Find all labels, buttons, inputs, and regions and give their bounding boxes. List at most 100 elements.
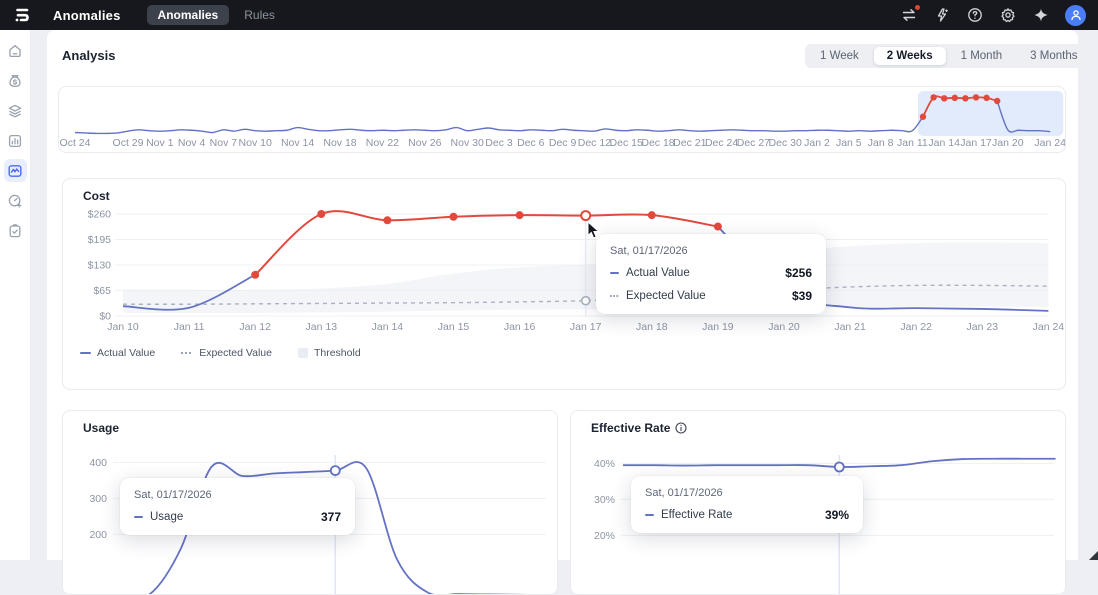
analysis-title: Analysis xyxy=(62,48,115,63)
sidebar-item-home[interactable] xyxy=(4,39,27,62)
dashed-line-swatch xyxy=(181,352,193,354)
cost-y-tick: $65 xyxy=(93,285,111,297)
sidebar-item-costs[interactable] xyxy=(4,69,27,92)
overview-x-label: Dec 18 xyxy=(641,137,674,149)
tooltip-row-actual: Actual Value $256 xyxy=(610,266,812,280)
usage-svg-y-tick: 400 xyxy=(89,457,107,469)
main-panel: Analysis 1 Week 2 Weeks 1 Month 3 Months… xyxy=(47,30,1078,560)
overview-x-label: Dec 3 xyxy=(485,137,513,149)
cost-y-tick: $130 xyxy=(88,260,112,272)
sidebar-item-reports[interactable] xyxy=(4,129,27,152)
range-1-month[interactable]: 1 Month xyxy=(948,47,1016,65)
rate-svg-y-tick: 20% xyxy=(594,530,615,542)
effective-rate-chart-card[interactable]: Effective Rate 40%30%20% Sat, 01/17/2026… xyxy=(570,410,1066,595)
usage-svg-y-tick: 300 xyxy=(89,493,107,505)
range-2-weeks[interactable]: 2 Weeks xyxy=(874,47,946,65)
cost-tooltip: Sat, 01/17/2026 Actual Value $256 Expect… xyxy=(596,234,826,314)
blue-line-swatch xyxy=(134,516,143,518)
legend-actual-value: Actual Value xyxy=(80,347,155,359)
usage-chart-card[interactable]: Usage 400 300 200 Sat, 01/17/2026 Usage 37… xyxy=(62,410,558,595)
tooltip-date: Sat, 01/17/2026 xyxy=(645,487,849,499)
overview-x-label: Jan 11 xyxy=(897,137,928,149)
cost-x-label: Jan 10 xyxy=(107,321,139,333)
overview-x-label: Oct 24 xyxy=(60,137,91,149)
data-sync-icon[interactable] xyxy=(900,7,917,24)
overview-x-label: Dec 24 xyxy=(705,137,738,149)
tooltip-row-usage: Usage 377 xyxy=(134,510,341,524)
notification-badge xyxy=(915,5,920,10)
overview-x-label: Nov 22 xyxy=(366,137,399,149)
time-range-selector: 1 Week 2 Weeks 1 Month 3 Months xyxy=(805,44,1092,68)
nav-tab-group: Anomalies Rules xyxy=(147,5,286,25)
overview-x-label: Nov 1 xyxy=(146,137,174,149)
range-1-week[interactable]: 1 Week xyxy=(807,47,872,65)
overview-x-label: Nov 30 xyxy=(451,137,484,149)
cost-legend: Actual Value Expected Value Threshold xyxy=(80,347,361,359)
area-swatch xyxy=(298,348,308,358)
tab-anomalies[interactable]: Anomalies xyxy=(147,5,230,25)
cost-x-label: Jan 24 xyxy=(1033,321,1065,333)
layers-icon xyxy=(7,103,23,119)
cost-x-label: Jan 14 xyxy=(372,321,404,333)
usage-tooltip: Sat, 01/17/2026 Usage 377 xyxy=(120,478,355,535)
overview-x-label: Nov 7 xyxy=(210,137,238,149)
bar-chart-icon xyxy=(7,133,23,149)
cost-y-tick: $260 xyxy=(88,209,112,221)
info-icon[interactable] xyxy=(675,422,687,434)
settings-gear-icon[interactable] xyxy=(999,7,1016,24)
sidebar-item-rates[interactable] xyxy=(4,189,27,212)
overview-x-label: Jan 8 xyxy=(868,137,894,149)
overview-x-label: Jan 5 xyxy=(836,137,862,149)
overview-x-label: Dec 21 xyxy=(673,137,706,149)
blue-line-swatch xyxy=(80,352,91,354)
cost-x-label: Jan 20 xyxy=(768,321,800,333)
overview-x-label: Nov 4 xyxy=(178,137,206,149)
left-sidebar xyxy=(0,30,31,560)
legend-expected-value: Expected Value xyxy=(181,347,272,359)
dotted-line-swatch xyxy=(610,295,619,297)
cost-x-label: Jan 12 xyxy=(239,321,271,333)
rate-svg-y-tick: 40% xyxy=(594,458,615,470)
app-logo-icon xyxy=(14,7,31,24)
overview-x-label: Jan 2 xyxy=(804,137,830,149)
top-navbar: Anomalies Anomalies Rules xyxy=(0,0,1098,30)
cost-x-label: Jan 19 xyxy=(702,321,734,333)
cost-x-label: Jan 11 xyxy=(174,321,205,333)
usage-svg-y-tick: 200 xyxy=(89,529,107,541)
overview-x-label: Dec 12 xyxy=(578,137,611,149)
cost-x-label: Jan 17 xyxy=(570,321,602,333)
overview-x-label: Nov 14 xyxy=(281,137,314,149)
tooltip-row-expected: Expected Value $39 xyxy=(610,289,812,303)
gauge-plus-icon xyxy=(7,193,23,209)
navbar-actions xyxy=(900,5,1086,26)
clipboard-check-icon xyxy=(7,223,23,239)
sparkle-icon[interactable] xyxy=(1032,7,1049,24)
home-icon xyxy=(7,43,23,59)
overview-x-label: Dec 9 xyxy=(549,137,577,149)
usage-chart-title: Usage xyxy=(83,421,119,435)
tooltip-date: Sat, 01/17/2026 xyxy=(134,489,341,501)
sidebar-item-anomalies[interactable] xyxy=(4,159,27,182)
overview-x-label: Jan 20 xyxy=(992,137,1024,149)
sidebar-item-tasks[interactable] xyxy=(4,219,27,242)
tab-rules[interactable]: Rules xyxy=(233,5,286,25)
overview-x-label: Nov 26 xyxy=(408,137,441,149)
user-avatar[interactable] xyxy=(1065,5,1086,26)
ai-bolt-icon[interactable] xyxy=(933,7,950,24)
rate-svg-y-tick: 30% xyxy=(594,494,615,506)
anomaly-chart-icon xyxy=(7,163,23,179)
effective-rate-tooltip: Sat, 01/17/2026 Effective Rate 39% xyxy=(631,476,863,533)
overview-x-label: Jan 24 xyxy=(1034,137,1065,149)
legend-threshold: Threshold xyxy=(298,347,361,359)
sidebar-item-layers[interactable] xyxy=(4,99,27,122)
overview-x-label: Dec 15 xyxy=(610,137,643,149)
cost-x-label: Jan 23 xyxy=(967,321,999,333)
range-3-months[interactable]: 3 Months xyxy=(1017,47,1090,65)
corner-resize-artifact xyxy=(1089,551,1098,560)
overview-x-label: Oct 29 xyxy=(113,137,144,149)
overview-x-label: Nov 10 xyxy=(239,137,272,149)
help-icon[interactable] xyxy=(966,7,983,24)
